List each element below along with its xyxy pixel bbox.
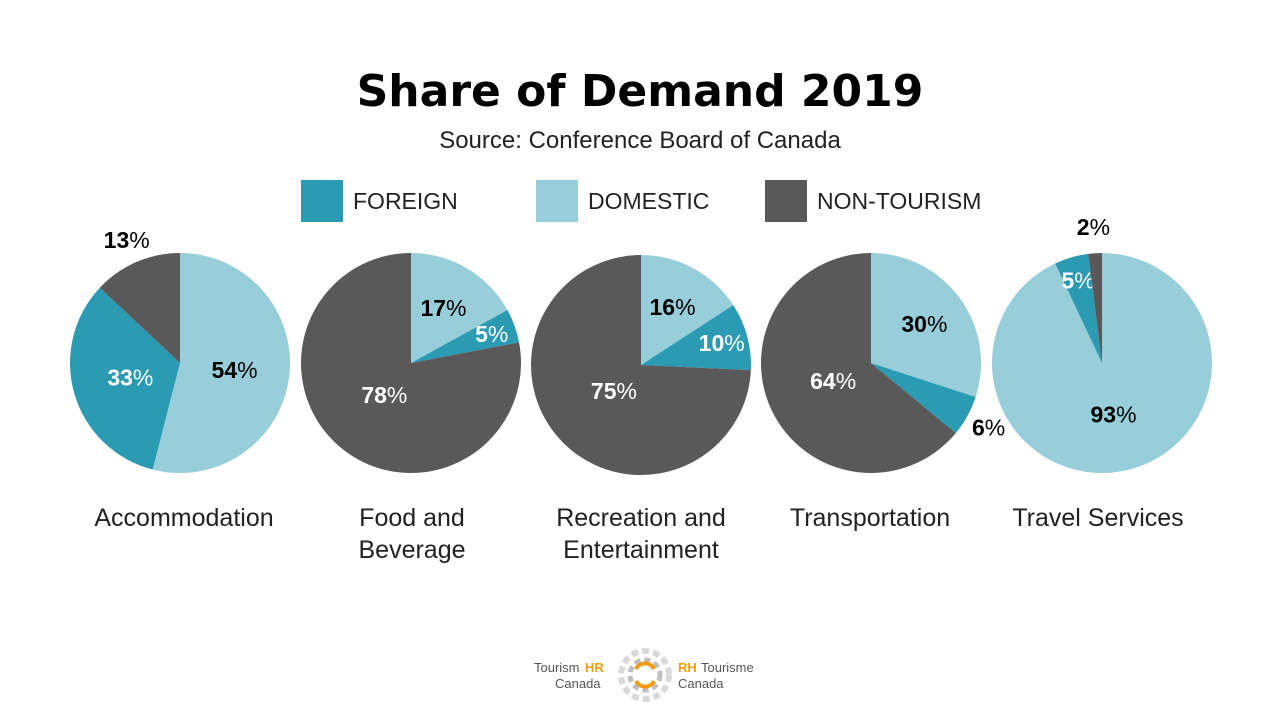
data-label-transportation-non-tourism: 64% — [810, 368, 856, 394]
pie-slice-accommodation-foreign — [70, 287, 180, 470]
legend-label-non-tourism: NON-TOURISM — [817, 187, 982, 214]
pie-slice-food-and-beverage-domestic — [411, 253, 508, 363]
chart-subtitle: Source: Conference Board of Canada — [439, 127, 841, 154]
data-label-recreation-and-entertainment-foreign: 10% — [699, 330, 745, 356]
logo-tourisme-word: Tourisme — [701, 660, 754, 675]
pie-slice-transportation-non-tourism — [761, 253, 956, 473]
pie-slice-transportation-domestic — [871, 253, 982, 397]
pie-slice-accommodation-domestic — [152, 253, 290, 473]
legend-swatch-non-tourism — [765, 180, 807, 222]
pie-slice-recreation-and-entertainment-non-tourism — [531, 255, 751, 475]
pie-slice-food-and-beverage-non-tourism — [300, 253, 521, 473]
pie-slice-travel-services-foreign — [1055, 253, 1102, 363]
pie-slice-recreation-and-entertainment-domestic — [641, 255, 734, 365]
logo-hr-word: HR — [585, 660, 604, 675]
logo-rh-word: RH — [678, 660, 697, 675]
data-label-food-and-beverage-non-tourism: 78% — [361, 382, 407, 408]
category-label-transportation: Transportation — [789, 504, 951, 532]
legend-item-non-tourism: NON-TOURISM — [765, 180, 981, 222]
legend-item-foreign: FOREIGN — [301, 180, 458, 222]
pie-slice-travel-services-non-tourism — [1088, 253, 1102, 363]
data-label-recreation-and-entertainment-domestic: 16% — [649, 294, 695, 320]
legend-label-foreign: FOREIGN — [353, 187, 458, 214]
pie-slice-food-and-beverage-foreign — [411, 310, 520, 363]
legend-swatch-domestic — [536, 180, 578, 222]
category-label-accommodation: Accommodation — [94, 504, 274, 532]
logo-tourism-word: Tourism — [534, 660, 580, 675]
chart-title: Share of Demand 2019 — [356, 66, 924, 117]
pie-slice-transportation-foreign — [871, 363, 976, 434]
data-label-food-and-beverage-foreign: 5% — [475, 321, 508, 347]
data-label-recreation-and-entertainment-non-tourism: 75% — [591, 378, 637, 404]
data-label-accommodation-domestic: 54% — [212, 357, 258, 383]
data-label-travel-services-foreign: 5% — [1061, 268, 1094, 294]
data-label-accommodation-non-tourism: 13% — [104, 227, 150, 253]
category-label-food-and-beverage: Food and Beverage — [358, 504, 466, 564]
legend-item-domestic: DOMESTIC — [536, 180, 709, 222]
data-label-accommodation-foreign: 33% — [107, 364, 153, 390]
logo-mark-icon — [618, 648, 672, 702]
logo-canada-fr: Canada — [678, 676, 724, 691]
pie-slice-accommodation-non-tourism — [99, 253, 180, 363]
data-label-transportation-foreign: 6% — [972, 415, 1005, 441]
legend-swatch-foreign — [301, 180, 343, 222]
data-label-food-and-beverage-domestic: 17% — [420, 295, 466, 321]
data-label-transportation-domestic: 30% — [901, 311, 947, 337]
category-label-travel-services: Travel Services — [1012, 504, 1184, 532]
data-label-travel-services-domestic: 93% — [1090, 402, 1136, 428]
pie-slice-recreation-and-entertainment-foreign — [641, 305, 751, 371]
legend-label-domestic: DOMESTIC — [588, 187, 710, 214]
data-label-travel-services-non-tourism: 2% — [1077, 214, 1110, 240]
category-label-recreation-and-entertainment: Recreation and Entertainment — [556, 504, 726, 564]
logo-canada-en: Canada — [555, 676, 601, 691]
tourism-hr-canada-logo: Tourism HR Canada RH Tourisme Canada — [534, 648, 754, 702]
